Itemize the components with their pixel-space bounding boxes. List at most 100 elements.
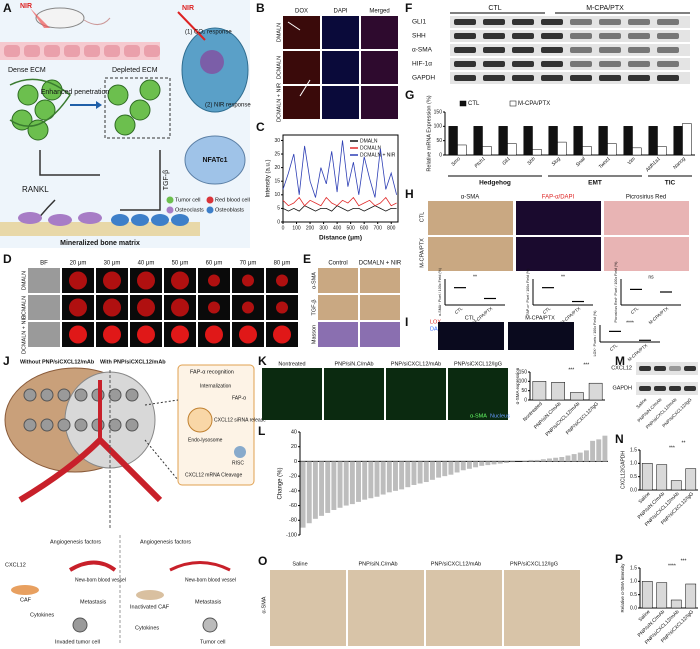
x-tick-label: CTL	[454, 306, 464, 316]
blot-band	[454, 61, 476, 67]
blot-band	[454, 47, 476, 53]
panel-label: O	[258, 554, 267, 568]
bar	[442, 461, 448, 477]
bar	[349, 461, 355, 505]
spheroid	[103, 271, 121, 290]
blot-band	[628, 33, 650, 39]
y-tick-label: 0.5	[630, 592, 637, 598]
endo-lysosome	[187, 407, 213, 433]
skin-cell	[44, 45, 60, 57]
spheroid	[242, 301, 254, 314]
significance: ****	[626, 320, 634, 326]
column-header: FAP-α/DAPI	[542, 195, 575, 201]
y-tick-label: -60	[289, 503, 297, 509]
x-tick-label: Ptch1	[474, 156, 487, 169]
row-label: DMALN	[276, 23, 282, 42]
row-label: SHH	[412, 33, 426, 40]
column-header: Merged	[369, 9, 389, 15]
spheroid	[239, 325, 257, 344]
micrograph	[516, 237, 601, 271]
label: NIR	[182, 5, 194, 12]
column-header: PNP/siCXCL12/mAb	[431, 561, 481, 567]
micrograph	[386, 368, 446, 420]
bar	[670, 480, 682, 491]
x-tick-label: Shh	[526, 156, 537, 167]
label: Mineralized bone matrix	[60, 240, 140, 247]
significance: ***	[681, 558, 687, 564]
skin-cell	[144, 45, 160, 57]
mouse	[35, 7, 85, 29]
micrograph	[516, 201, 601, 235]
tumor-cell	[74, 418, 88, 432]
panel-label: P	[615, 552, 623, 566]
micrograph	[428, 237, 513, 271]
legend-label: Osteoblasts	[215, 207, 244, 213]
column-label: Saline	[635, 397, 648, 410]
micrograph	[270, 570, 346, 646]
bar	[522, 460, 528, 462]
row-label: M-CPA/PTX	[419, 238, 425, 268]
y-tick-label: 100	[519, 379, 528, 385]
blot-band	[684, 386, 696, 391]
micrograph	[360, 295, 400, 320]
bar	[548, 126, 558, 156]
bar	[498, 126, 508, 156]
spheroid	[103, 325, 121, 344]
y-tick-label: 0	[277, 219, 280, 225]
panel-label: K	[258, 354, 267, 368]
significance: ***	[583, 362, 589, 368]
x-tick-label: 400	[333, 225, 342, 231]
x-tick-label: PNP/siCXCL12/IgG	[565, 401, 600, 436]
row-label: DCMALN	[276, 56, 282, 79]
bar	[503, 461, 509, 463]
bar	[573, 126, 583, 156]
label: NFATc1	[202, 157, 227, 164]
blot-band	[512, 61, 534, 67]
significance: ns	[648, 274, 654, 280]
spheroid	[171, 325, 189, 344]
legend-label: Osteoclasts	[175, 207, 204, 213]
column-header: DOX	[295, 9, 308, 15]
group-label: TIC	[665, 180, 676, 187]
y-tick-label: 0	[439, 152, 442, 158]
x-tick-label: Slug	[551, 156, 562, 167]
caf	[11, 585, 39, 595]
bar	[570, 392, 584, 401]
mouse-tail	[83, 17, 111, 25]
skin-cell	[4, 45, 20, 57]
bar	[657, 146, 667, 156]
y-tick-label: 50	[436, 138, 442, 144]
blot-band	[654, 386, 666, 391]
osteoblast	[111, 214, 129, 226]
zoom-line	[144, 439, 179, 481]
stain-label: Nucleus	[490, 413, 510, 419]
label: Metastasis	[80, 599, 107, 605]
bar	[423, 461, 429, 483]
plot-frame	[282, 134, 399, 223]
micrograph	[361, 51, 398, 84]
bar	[532, 149, 542, 156]
bar	[362, 461, 368, 500]
micrograph	[318, 268, 358, 293]
spheroid	[276, 301, 288, 314]
risc	[234, 446, 246, 458]
y-tick-label: 10	[274, 192, 280, 198]
legend-swatch	[459, 100, 467, 107]
bar	[540, 459, 546, 462]
bar	[602, 435, 608, 462]
label: Invaded tumor cell	[55, 639, 100, 645]
bar	[300, 461, 306, 528]
y-tick-label: 1.5	[630, 447, 637, 453]
blot-band	[669, 386, 681, 391]
significance: ****	[668, 563, 676, 569]
x-tick-label: Gli1	[501, 156, 512, 167]
line-series	[282, 140, 397, 198]
blot-band	[599, 47, 621, 53]
column-header: 40 μm	[138, 261, 155, 267]
y-tick-label: 20	[291, 444, 297, 450]
micrograph	[504, 570, 580, 646]
panel-label: H	[405, 187, 414, 201]
bar	[577, 452, 583, 462]
blot-band	[657, 75, 679, 81]
label: New-born blood vessel	[75, 577, 126, 583]
